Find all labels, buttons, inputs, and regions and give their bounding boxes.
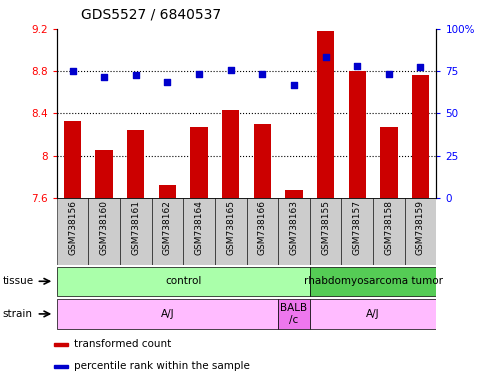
Bar <box>96 150 113 198</box>
Text: GSM738159: GSM738159 <box>416 200 425 255</box>
Text: GSM738160: GSM738160 <box>100 200 108 255</box>
Bar <box>380 127 397 198</box>
Bar <box>120 198 152 265</box>
Text: control: control <box>165 276 202 286</box>
Text: percentile rank within the sample: percentile rank within the sample <box>74 361 249 371</box>
Bar <box>57 266 310 296</box>
Text: A/J: A/J <box>366 309 380 319</box>
Bar <box>64 121 81 198</box>
Bar <box>54 343 68 346</box>
Bar <box>152 198 183 265</box>
Text: GSM738164: GSM738164 <box>195 200 204 255</box>
Text: strain: strain <box>2 309 33 319</box>
Bar <box>127 130 144 198</box>
Point <box>417 64 424 70</box>
Point <box>195 71 203 77</box>
Bar <box>341 198 373 265</box>
Text: GSM738155: GSM738155 <box>321 200 330 255</box>
Bar <box>285 190 303 198</box>
Point <box>258 71 266 77</box>
Bar <box>246 198 278 265</box>
Bar <box>88 198 120 265</box>
Text: rhabdomyosarcoma tumor: rhabdomyosarcoma tumor <box>304 276 443 286</box>
Bar <box>57 198 88 265</box>
Bar <box>405 198 436 265</box>
Bar <box>310 299 436 329</box>
Bar <box>215 198 246 265</box>
Point <box>321 54 329 60</box>
Bar <box>373 198 405 265</box>
Text: GSM738163: GSM738163 <box>289 200 298 255</box>
Text: BALB
/c: BALB /c <box>281 303 308 325</box>
Text: GSM738157: GSM738157 <box>352 200 362 255</box>
Bar <box>183 198 215 265</box>
Text: transformed count: transformed count <box>74 339 171 349</box>
Bar <box>57 299 278 329</box>
Bar <box>159 185 176 198</box>
Bar <box>222 110 240 198</box>
Point <box>100 74 108 80</box>
Text: GSM738158: GSM738158 <box>385 200 393 255</box>
Point <box>227 67 235 73</box>
Bar <box>278 198 310 265</box>
Text: tissue: tissue <box>2 276 34 286</box>
Bar <box>317 31 334 198</box>
Bar <box>54 365 68 368</box>
Bar <box>412 75 429 198</box>
Bar <box>310 198 341 265</box>
Text: GDS5527 / 6840537: GDS5527 / 6840537 <box>81 7 221 21</box>
Text: GSM738166: GSM738166 <box>258 200 267 255</box>
Text: GSM738161: GSM738161 <box>131 200 141 255</box>
Text: A/J: A/J <box>161 309 174 319</box>
Bar <box>253 124 271 198</box>
Point <box>353 63 361 69</box>
Bar <box>310 266 436 296</box>
Point <box>164 79 172 85</box>
Point <box>385 71 393 78</box>
Bar <box>190 127 208 198</box>
Bar <box>278 299 310 329</box>
Point <box>69 68 76 74</box>
Point <box>132 72 140 78</box>
Text: GSM738156: GSM738156 <box>68 200 77 255</box>
Text: GSM738165: GSM738165 <box>226 200 235 255</box>
Bar <box>349 71 366 198</box>
Text: GSM738162: GSM738162 <box>163 200 172 255</box>
Point <box>290 81 298 88</box>
